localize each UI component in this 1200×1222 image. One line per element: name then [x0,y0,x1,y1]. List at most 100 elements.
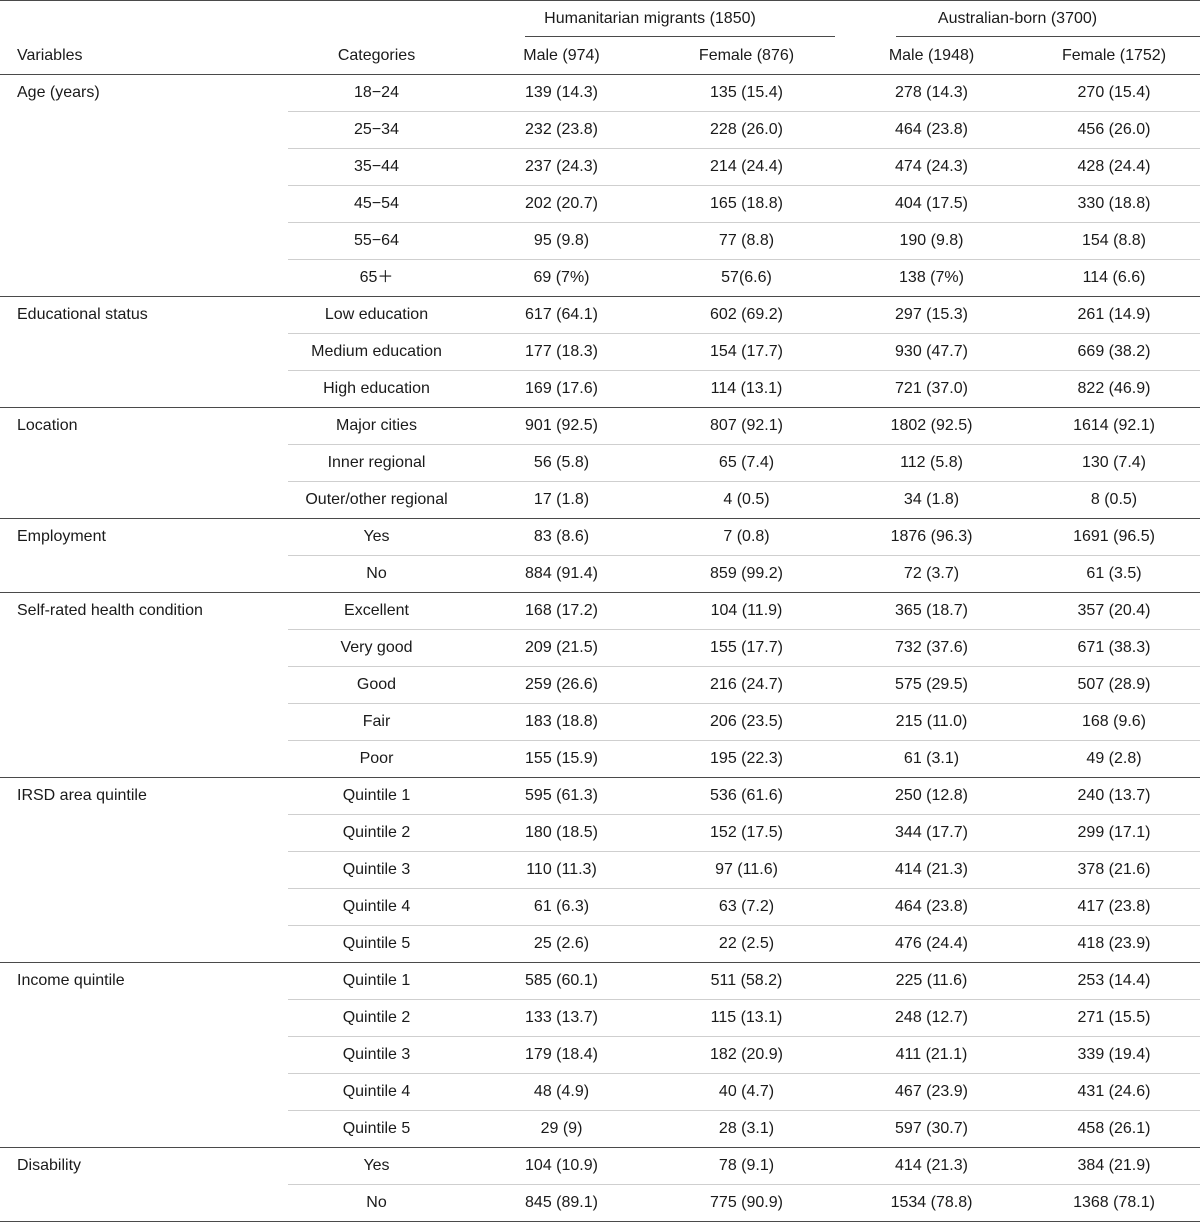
value-cell: 859 (99.2) [658,555,835,593]
table-row: No 884 (91.4) 859 (99.2) 72 (3.7) 61 (3.5) [0,555,1200,593]
value-cell: 206 (23.5) [658,703,835,741]
value-cell: 72 (3.7) [835,555,1028,593]
category-label: Quintile 1 [288,962,465,1000]
value-cell: 822 (46.9) [1028,370,1200,408]
group-underline [896,36,1200,37]
col-header-ab-male: Male (1948) [835,37,1028,75]
category-label: Quintile 2 [288,814,465,852]
value-cell: 17 (1.8) [465,481,658,519]
category-label: 55−64 [288,222,465,260]
value-cell: 77 (8.8) [658,222,835,260]
col-header-hm-female: Female (876) [658,37,835,75]
category-label: Quintile 3 [288,851,465,889]
value-cell: 152 (17.5) [658,814,835,852]
value-cell: 133 (13.7) [465,999,658,1037]
variable-label: Location [0,407,288,519]
value-cell: 617 (64.1) [465,296,658,334]
value-cell: 271 (15.5) [1028,999,1200,1037]
value-cell: 270 (15.4) [1028,74,1200,112]
value-cell: 179 (18.4) [465,1036,658,1074]
table-row: 45−54 202 (20.7) 165 (18.8) 404 (17.5) 330 (… [0,185,1200,223]
value-cell: 930 (47.7) [835,333,1028,371]
table-row: Fair 183 (18.8) 206 (23.5) 215 (11.0) 168 (9… [0,703,1200,741]
table-row: Employment Yes 83 (8.6) 7 (0.8) 1876 (96.3) 1… [0,518,1200,593]
value-cell: 476 (24.4) [835,925,1028,963]
category-label: Quintile 5 [288,1110,465,1148]
value-cell: 807 (92.1) [658,407,835,445]
category-label: Fair [288,703,465,741]
category-label: Low education [288,296,465,334]
table-row: Good 259 (26.6) 216 (24.7) 575 (29.5) 507 (2… [0,666,1200,704]
value-cell: 575 (29.5) [835,666,1028,704]
table-row: Quintile 2 133 (13.7) 115 (13.1) 248 (12.7)… [0,999,1200,1037]
category-label: Medium education [288,333,465,371]
col-header-categories: Categories [288,37,465,75]
table-row: Quintile 2 180 (18.5) 152 (17.5) 344 (17.7)… [0,814,1200,852]
variable-label: Age (years) [0,74,288,297]
category-label: Yes [288,518,465,556]
category-label: No [288,1184,465,1222]
table-row: Age (years) 18−24 139 (14.3) 135 (15.4) 278 … [0,74,1200,297]
table-row: Quintile 4 61 (6.3) 63 (7.2) 464 (23.8) 417 … [0,888,1200,926]
table-row: Inner regional 56 (5.8) 65 (7.4) 112 (5.8) 1… [0,444,1200,482]
variable-label: Self-rated health condition [0,592,288,778]
value-cell: 8 (0.5) [1028,481,1200,519]
table-body: Age (years) 18−24 139 (14.3) 135 (15.4) 278 … [0,74,1200,1222]
category-label: Excellent [288,592,465,630]
variable-label: Educational status [0,296,288,408]
value-cell: 61 (3.5) [1028,555,1200,593]
category-label: Quintile 2 [288,999,465,1037]
value-cell: 215 (11.0) [835,703,1028,741]
category-label: Quintile 1 [288,777,465,815]
value-cell: 25 (2.6) [465,925,658,963]
value-cell: 259 (26.6) [465,666,658,704]
table-row: 55−64 95 (9.8) 77 (8.8) 190 (9.8) 154 (8.8) [0,222,1200,260]
value-cell: 95 (9.8) [465,222,658,260]
value-cell: 83 (8.6) [465,518,658,556]
value-cell: 365 (18.7) [835,592,1028,630]
col-header-ab-female: Female (1752) [1028,37,1200,75]
value-cell: 69 (7%) [465,259,658,297]
value-cell: 49 (2.8) [1028,740,1200,778]
table-row: 25−34 232 (23.8) 228 (26.0) 464 (23.8) 456 (… [0,111,1200,149]
value-cell: 165 (18.8) [658,185,835,223]
category-label: High education [288,370,465,408]
value-cell: 195 (22.3) [658,740,835,778]
value-cell: 299 (17.1) [1028,814,1200,852]
value-cell: 732 (37.6) [835,629,1028,667]
value-cell: 155 (15.9) [465,740,658,778]
table-row: Outer/other regional 17 (1.8) 4 (0.5) 34 (1… [0,481,1200,519]
table-row: 65＋ 69 (7%) 57(6.6) 138 (7%) 114 (6.6) [0,259,1200,297]
value-cell: 417 (23.8) [1028,888,1200,926]
table-row: Quintile 3 110 (11.3) 97 (11.6) 414 (21.3) 3… [0,851,1200,889]
value-cell: 384 (21.9) [1028,1147,1200,1185]
value-cell: 330 (18.8) [1028,185,1200,223]
value-cell: 595 (61.3) [465,777,658,815]
value-cell: 4 (0.5) [658,481,835,519]
variable-label: Employment [0,518,288,593]
value-cell: 232 (23.8) [465,111,658,149]
value-cell: 1691 (96.5) [1028,518,1200,556]
value-cell: 1876 (96.3) [835,518,1028,556]
value-cell: 114 (6.6) [1028,259,1200,297]
value-cell: 112 (5.8) [835,444,1028,482]
value-cell: 155 (17.7) [658,629,835,667]
value-cell: 130 (7.4) [1028,444,1200,482]
value-cell: 114 (13.1) [658,370,835,408]
value-cell: 138 (7%) [835,259,1028,297]
category-label: 18−24 [288,74,465,112]
value-cell: 474 (24.3) [835,148,1028,186]
value-cell: 261 (14.9) [1028,296,1200,334]
value-cell: 110 (11.3) [465,851,658,889]
value-cell: 48 (4.9) [465,1073,658,1111]
value-cell: 278 (14.3) [835,74,1028,112]
value-cell: 1802 (92.5) [835,407,1028,445]
value-cell: 154 (17.7) [658,333,835,371]
table-top-rule [0,0,1200,1]
group-header-label: Australian-born (3700) [937,10,1098,27]
value-cell: 721 (37.0) [835,370,1028,408]
table-row: Very good 209 (21.5) 155 (17.7) 732 (37.6) 6… [0,629,1200,667]
value-cell: 414 (21.3) [835,851,1028,889]
